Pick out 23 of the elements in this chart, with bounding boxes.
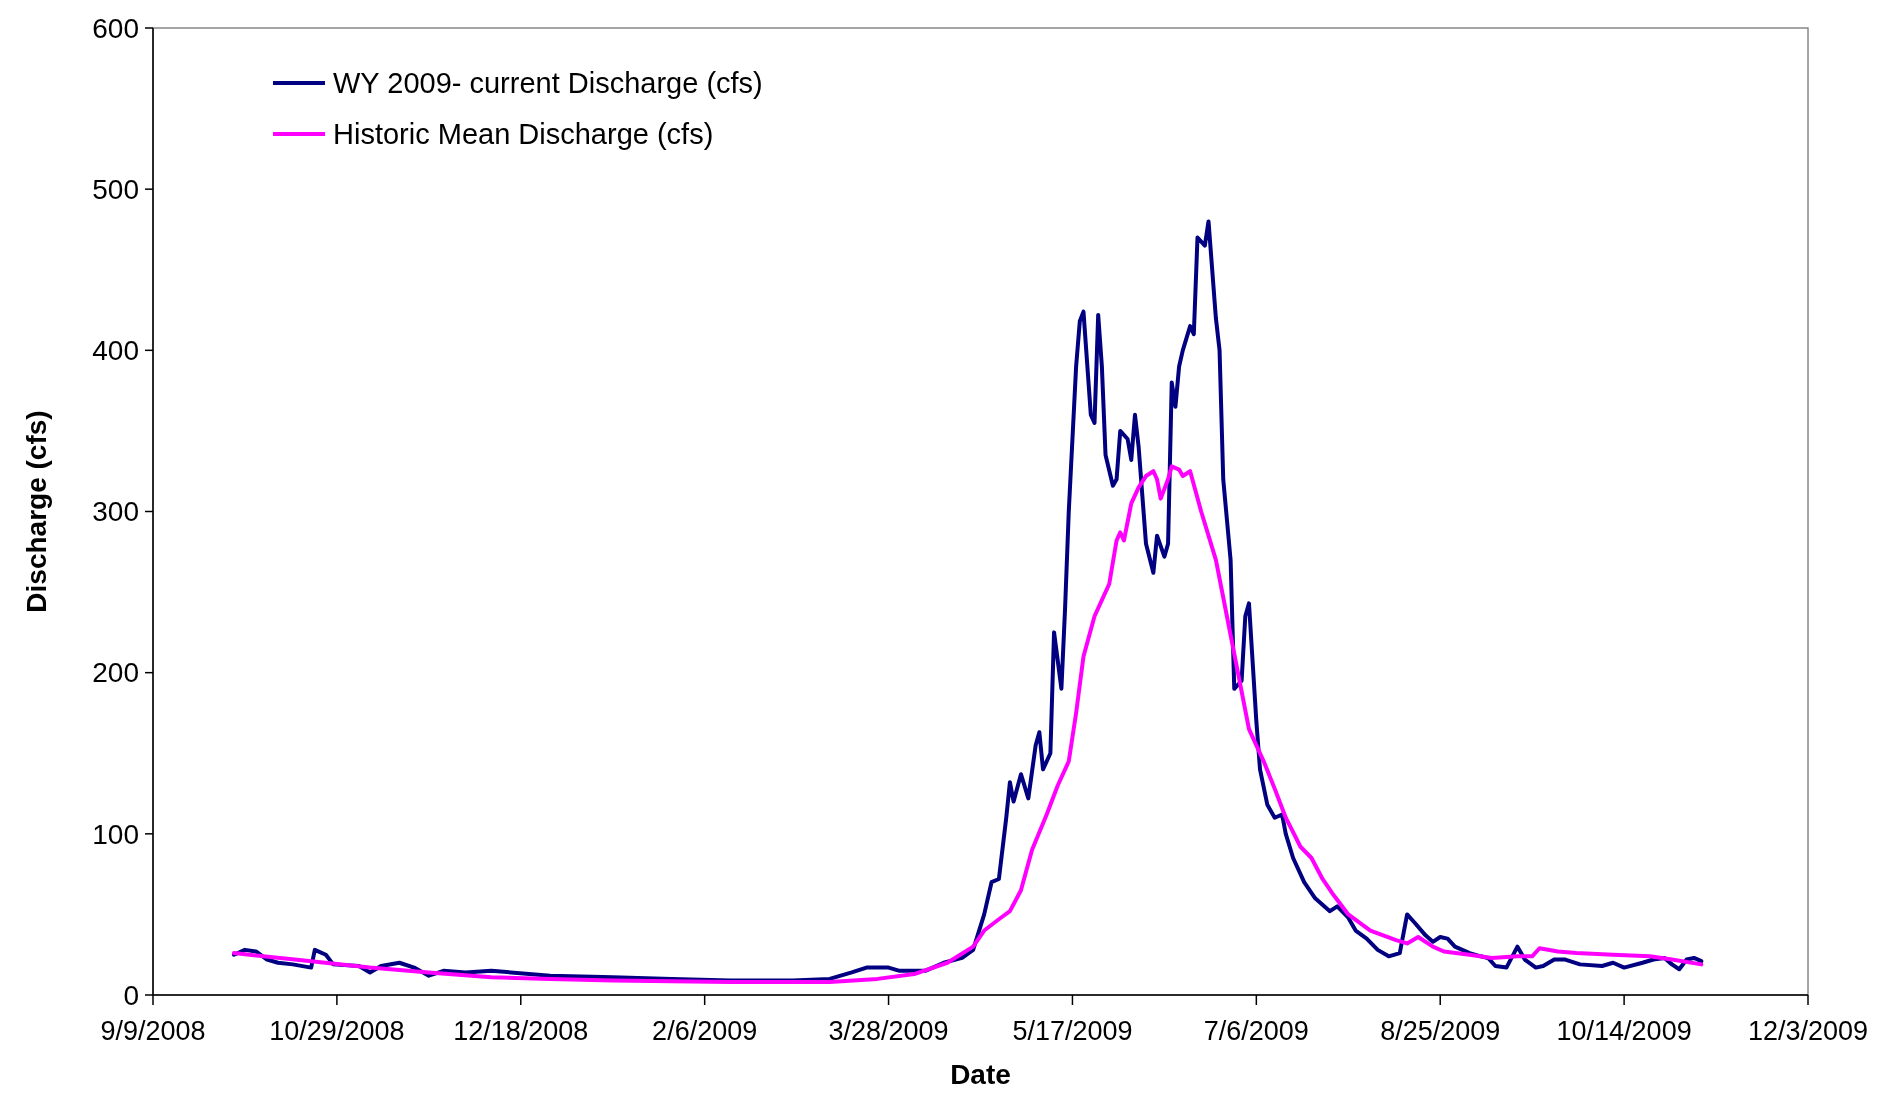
y-tick-label: 500 bbox=[92, 173, 139, 205]
y-axis-title: Discharge (cfs) bbox=[21, 410, 52, 613]
y-tick-label: 100 bbox=[92, 818, 139, 850]
line-series bbox=[231, 464, 1704, 985]
y-tick-label: 200 bbox=[92, 657, 139, 689]
x-tick-label: 10/14/2009 bbox=[1556, 1016, 1692, 1046]
x-tick-label: 10/29/2008 bbox=[269, 1016, 405, 1046]
line-series bbox=[231, 219, 1704, 983]
x-tick-label: 12/3/2009 bbox=[1747, 1016, 1869, 1046]
x-tick-label: 3/28/2009 bbox=[828, 1016, 949, 1046]
y-tick-label: 400 bbox=[92, 335, 139, 367]
y-tick-label: 300 bbox=[92, 496, 139, 528]
y-tick-label: 600 bbox=[92, 12, 139, 44]
x-tick-label: 2/6/2009 bbox=[652, 1016, 758, 1046]
y-tick-label: 0 bbox=[123, 979, 139, 1011]
x-tick-label: 9/9/2008 bbox=[100, 1016, 206, 1046]
x-axis-title: Date bbox=[950, 1059, 1011, 1090]
x-tick-label: 12/18/2008 bbox=[453, 1016, 589, 1046]
legend-label: WY 2009- current Discharge (cfs) bbox=[333, 67, 763, 100]
x-tick-label: 7/6/2009 bbox=[1203, 1016, 1309, 1046]
x-tick-label: 8/25/2009 bbox=[1380, 1016, 1501, 1046]
legend-label: Historic Mean Discharge (cfs) bbox=[333, 118, 714, 151]
x-tick-label: 5/17/2009 bbox=[1012, 1016, 1133, 1046]
